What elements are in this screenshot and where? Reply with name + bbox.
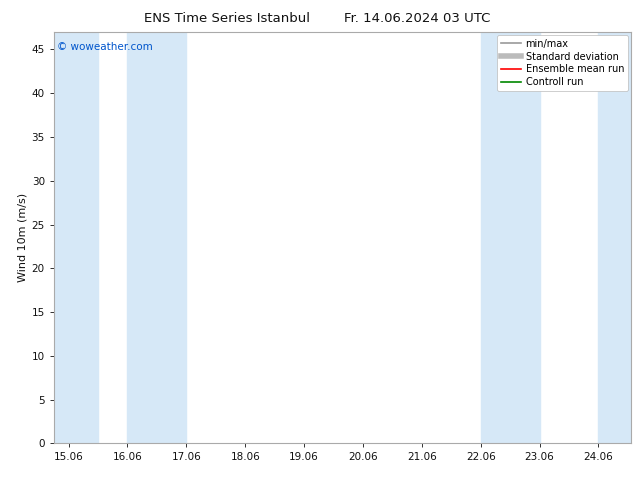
Bar — [481, 32, 540, 443]
Y-axis label: Wind 10m (m/s): Wind 10m (m/s) — [18, 193, 27, 282]
Legend: min/max, Standard deviation, Ensemble mean run, Controll run: min/max, Standard deviation, Ensemble me… — [497, 35, 628, 91]
Bar — [54, 32, 98, 443]
Bar — [598, 32, 631, 443]
Text: © woweather.com: © woweather.com — [57, 42, 153, 52]
Text: ENS Time Series Istanbul        Fr. 14.06.2024 03 UTC: ENS Time Series Istanbul Fr. 14.06.2024 … — [144, 12, 490, 25]
Bar — [127, 32, 186, 443]
